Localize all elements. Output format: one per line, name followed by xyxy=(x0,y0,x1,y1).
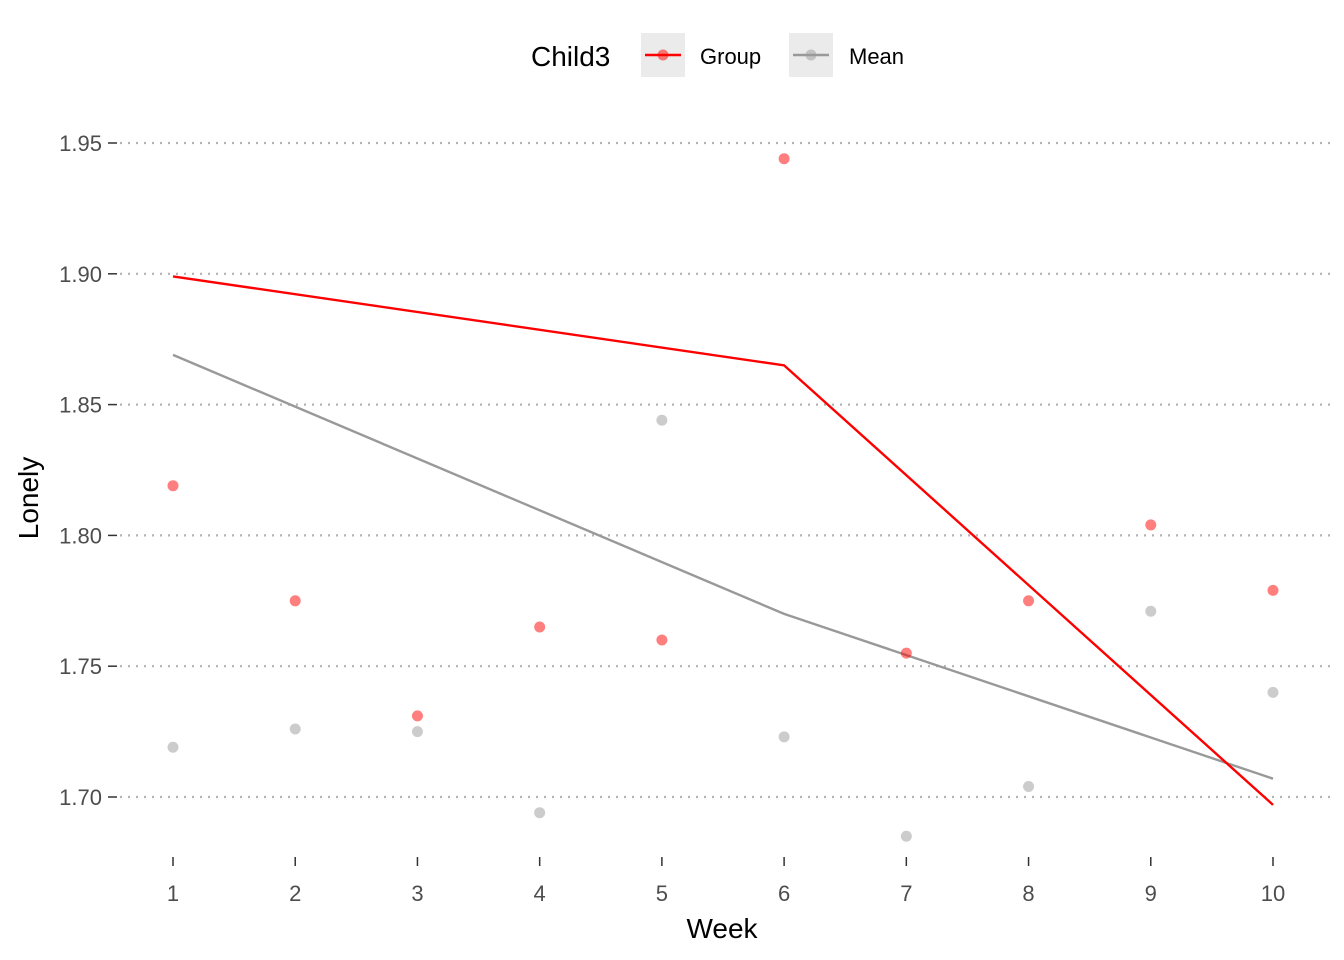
y-axis: 1.70 1.75 1.80 1.85 1.90 1.95 xyxy=(59,131,117,810)
x-tick-label: 1 xyxy=(167,881,179,906)
point-mean xyxy=(778,731,790,743)
point-mean xyxy=(900,830,912,842)
x-tick-label: 3 xyxy=(411,881,423,906)
point-mean xyxy=(411,726,423,738)
point-group xyxy=(1267,584,1279,596)
point-group xyxy=(289,595,301,607)
x-axis: 1 2 3 4 5 6 7 8 9 10 xyxy=(167,857,1285,906)
legend: Child3 Group Mean xyxy=(531,33,904,77)
point-group xyxy=(778,153,790,165)
y-tick-label: 1.75 xyxy=(59,654,102,679)
legend-label-group: Group xyxy=(700,44,761,69)
x-tick-label: 7 xyxy=(900,881,912,906)
legend-label-mean: Mean xyxy=(849,44,904,69)
x-tick-label: 6 xyxy=(778,881,790,906)
series-line-group xyxy=(172,275,1274,806)
y-tick-label: 1.80 xyxy=(59,523,102,548)
y-tick-label: 1.70 xyxy=(59,785,102,810)
x-tick-label: 5 xyxy=(656,881,668,906)
x-tick-label: 4 xyxy=(534,881,546,906)
y-tick-label: 1.85 xyxy=(59,393,102,418)
point-mean xyxy=(534,807,546,819)
series-lines xyxy=(172,275,1274,806)
point-group xyxy=(534,621,546,633)
x-tick-label: 8 xyxy=(1022,881,1034,906)
point-mean xyxy=(167,741,179,753)
x-axis-title: Week xyxy=(686,913,758,944)
legend-key-point xyxy=(805,49,817,61)
x-tick-label: 10 xyxy=(1261,881,1285,906)
point-mean xyxy=(289,723,301,735)
point-group xyxy=(411,710,423,722)
point-group xyxy=(1023,595,1035,607)
point-group xyxy=(167,480,179,492)
point-group xyxy=(656,634,668,646)
gridlines xyxy=(120,141,1330,799)
point-group xyxy=(1145,519,1157,531)
series-line-mean xyxy=(172,353,1274,780)
series-points xyxy=(167,153,1279,842)
legend-title: Child3 xyxy=(531,41,610,72)
x-tick-label: 2 xyxy=(289,881,301,906)
point-mean xyxy=(1145,605,1157,617)
y-axis-title: Lonely xyxy=(13,457,44,540)
y-tick-label: 1.90 xyxy=(59,262,102,287)
legend-key-point xyxy=(657,49,669,61)
point-mean xyxy=(656,414,668,426)
point-mean xyxy=(1267,686,1279,698)
x-tick-label: 9 xyxy=(1145,881,1157,906)
point-group xyxy=(900,647,912,659)
point-mean xyxy=(1023,781,1035,793)
y-tick-label: 1.95 xyxy=(59,131,102,156)
